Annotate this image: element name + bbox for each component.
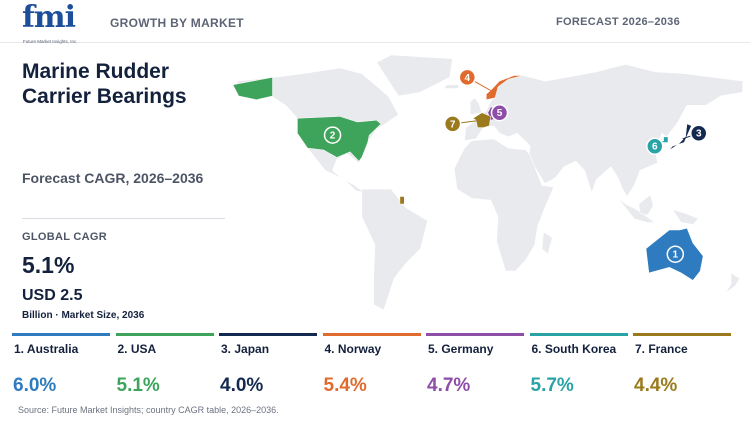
marker-circle <box>646 137 664 155</box>
land-uk <box>469 97 483 115</box>
card-color-bar <box>219 333 317 336</box>
card-country-label: 1. Australia <box>14 342 79 356</box>
country-card-australia: 1. Australia 6.0% <box>12 333 110 403</box>
global-cagr-value: 5.1% <box>22 252 75 278</box>
card-country-label: 5. Germany <box>428 342 494 356</box>
market-size-value: USD 2.5 <box>22 287 83 304</box>
header-section-label: GROWTH BY MARKET <box>110 16 244 30</box>
marker-number: 4 <box>465 73 471 84</box>
map-markers: 1 2 3 4 5 6 7 <box>323 68 708 263</box>
panel-divider <box>22 218 225 219</box>
card-cagr-value: 6.0% <box>13 375 57 396</box>
logo-tagline: Future Market Insights, Inc. <box>23 39 78 44</box>
card-country-label: 7. France <box>635 342 688 356</box>
map-marker-6: 6 <box>646 137 664 155</box>
highlight-alaska <box>232 76 273 100</box>
card-country-label: 6. South Korea <box>531 342 617 356</box>
land-borneo <box>638 194 654 216</box>
land-indonesia <box>617 198 656 223</box>
marker-number: 7 <box>450 119 456 130</box>
map-marker-1: 1 <box>666 245 685 263</box>
marker-circle <box>443 115 462 133</box>
map-marker-4: 4 <box>458 68 477 87</box>
card-color-bar <box>426 333 524 336</box>
market-size-note: Billion · Market Size, 2036 <box>22 310 145 321</box>
chart-subtitle: Forecast CAGR, 2026–2036 <box>22 170 204 186</box>
land-greenland <box>376 55 453 97</box>
card-color-bar <box>633 333 731 336</box>
map-marker-5: 5 <box>490 103 509 122</box>
highlight-france <box>472 112 491 128</box>
highlight-french-guiana <box>399 196 405 205</box>
land-africa <box>453 138 555 272</box>
card-cagr-value: 4.7% <box>427 375 471 396</box>
country-cards: 1. Australia 6.0% 2. USA 5.1% 3. Japan 4.0% 4.… <box>12 333 742 403</box>
page-title: Marine Rudder Carrier Bearings <box>22 60 187 108</box>
global-cagr-label: GLOBAL CAGR <box>22 231 107 243</box>
marker-number: 2 <box>330 131 336 142</box>
land-southAmerica <box>361 188 429 311</box>
country-card-norway: 4. Norway 5.4% <box>322 333 421 403</box>
marker-number: 6 <box>652 142 658 153</box>
card-color-bar <box>322 333 421 336</box>
card-country-label: 3. Japan <box>221 342 270 356</box>
fmi-logo: fmi Future Market Insights, Inc. <box>22 0 92 46</box>
card-cagr-value: 5.4% <box>323 375 367 396</box>
land-iceland <box>443 84 459 89</box>
country-card-south-korea: 6. South Korea 5.7% <box>529 333 628 403</box>
highlight-norway <box>486 75 524 101</box>
card-color-bar <box>12 333 110 336</box>
card-cagr-value: 5.1% <box>116 375 160 396</box>
card-cagr-value: 4.4% <box>634 375 678 396</box>
card-country-label: 4. Norway <box>324 342 382 356</box>
country-card-usa: 2. USA 5.1% <box>115 333 214 403</box>
logo-wordmark: fmi <box>22 0 76 35</box>
marker-circle <box>689 124 708 142</box>
marker-circle <box>490 103 509 122</box>
map-marker-7: 7 <box>443 115 462 133</box>
page-header: fmi Future Market Insights, Inc. GROWTH … <box>0 0 750 46</box>
marker-circle <box>323 126 342 144</box>
card-color-bar <box>115 333 214 336</box>
country-card-germany: 5. Germany 4.7% <box>426 333 524 403</box>
world-map: 1 2 3 4 5 6 7 <box>232 55 743 311</box>
marker-number: 5 <box>497 108 503 119</box>
highlight-south-korea <box>663 136 669 143</box>
highlight-japan <box>669 123 692 151</box>
marker-number: 1 <box>673 250 679 261</box>
map-marker-2: 2 <box>323 126 342 144</box>
land-newGuinea <box>671 209 700 225</box>
card-cagr-value: 4.0% <box>220 375 264 396</box>
source-note: Source: Future Market Insights; country … <box>18 405 279 415</box>
country-card-france: 7. France 4.4% <box>633 333 731 403</box>
marker-number: 3 <box>696 129 702 140</box>
card-color-bar <box>529 333 628 336</box>
country-card-japan: 3. Japan 4.0% <box>219 333 317 403</box>
marker-circle <box>458 68 477 87</box>
card-country-label: 2. USA <box>117 342 157 356</box>
land-newZealand <box>724 272 741 294</box>
header-forecast-label: FORECAST 2026–2036 <box>555 16 680 28</box>
marker-circle <box>666 245 685 263</box>
card-cagr-value: 5.7% <box>530 375 574 396</box>
map-marker-3: 3 <box>689 124 708 142</box>
land-madagascar <box>541 231 553 255</box>
